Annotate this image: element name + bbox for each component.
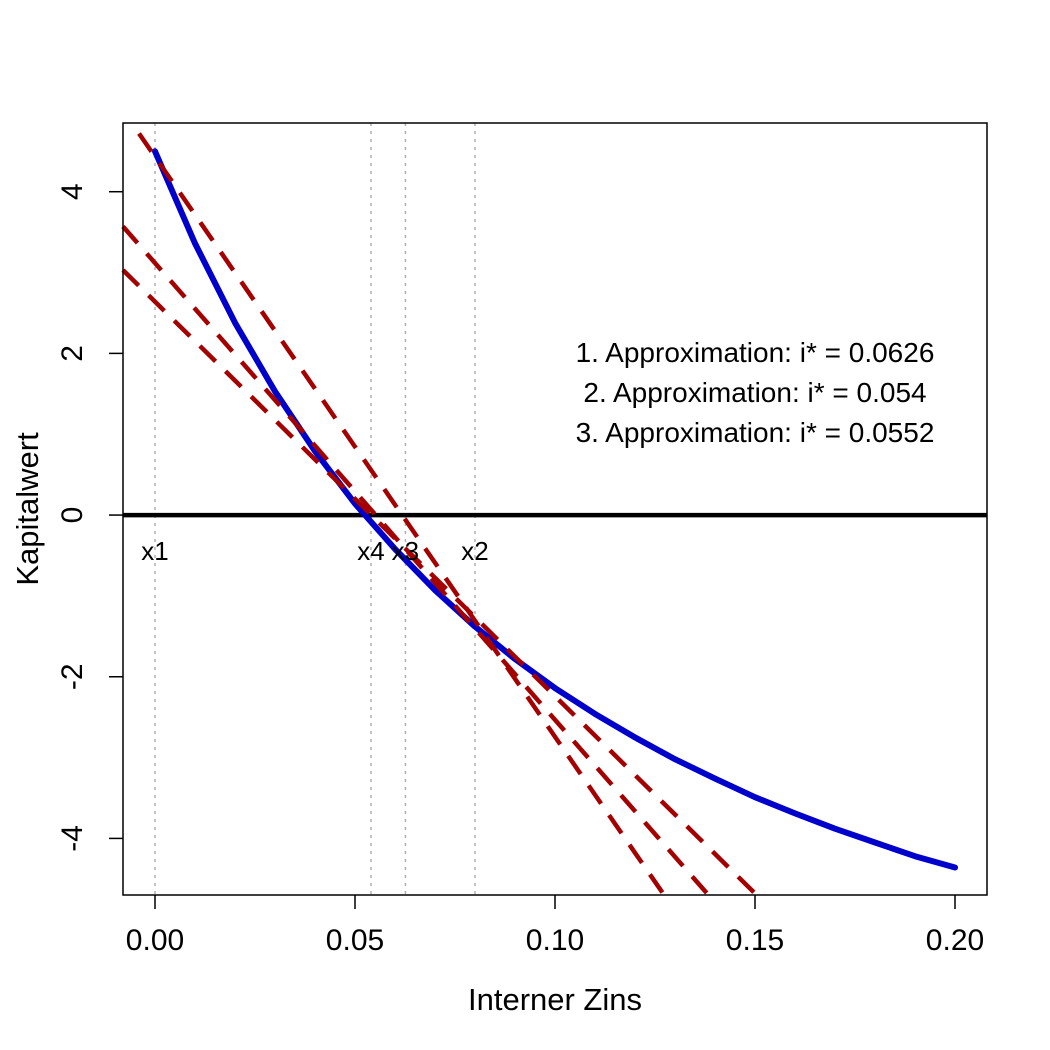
curve-group [152, 148, 958, 871]
y-tick-label: 4 [56, 183, 89, 200]
x-tick-label: 0.20 [926, 924, 984, 957]
annotation-3: 3. Approximation: i* = 0.0552 [576, 417, 935, 448]
y-axis-title: Kapitalwert [10, 432, 45, 586]
y-tick-label: 0 [56, 507, 89, 524]
x-tick-label: 0.05 [326, 924, 384, 957]
guide-lines [154, 123, 476, 895]
tangent-line-1 [137, 132, 665, 895]
annotation-1: 1. Approximation: i* = 0.0626 [576, 337, 935, 368]
vline-label-x2: x2 [461, 536, 488, 566]
x-tick-label: 0.00 [126, 924, 184, 957]
x-tick-label: 0.15 [726, 924, 784, 957]
x-tick-label: 0.10 [526, 924, 584, 957]
vline-label-x1: x1 [141, 536, 168, 566]
y-tick-label: 2 [56, 345, 89, 362]
npv-curve [152, 148, 958, 871]
tangent-lines [121, 132, 757, 895]
annotation-2: 2. Approximation: i* = 0.054 [583, 377, 926, 408]
x-axis: 0.00 0.05 0.10 0.15 0.20 [126, 895, 984, 957]
y-tick-label: -2 [56, 663, 89, 690]
vline-labels: x1 x4 x3 x2 [141, 536, 488, 566]
vline-label-x3: x3 [392, 536, 419, 566]
y-axis: -4 -2 0 2 4 [56, 183, 123, 852]
y-tick-label: -4 [56, 825, 89, 852]
x-axis-title: Interner Zins [468, 982, 642, 1017]
tangent-line-3 [121, 268, 757, 895]
vline-label-x4: x4 [357, 536, 384, 566]
annotation-block: 1. Approximation: i* = 0.0626 2. Approxi… [576, 337, 935, 448]
plot-frame [122, 122, 988, 896]
